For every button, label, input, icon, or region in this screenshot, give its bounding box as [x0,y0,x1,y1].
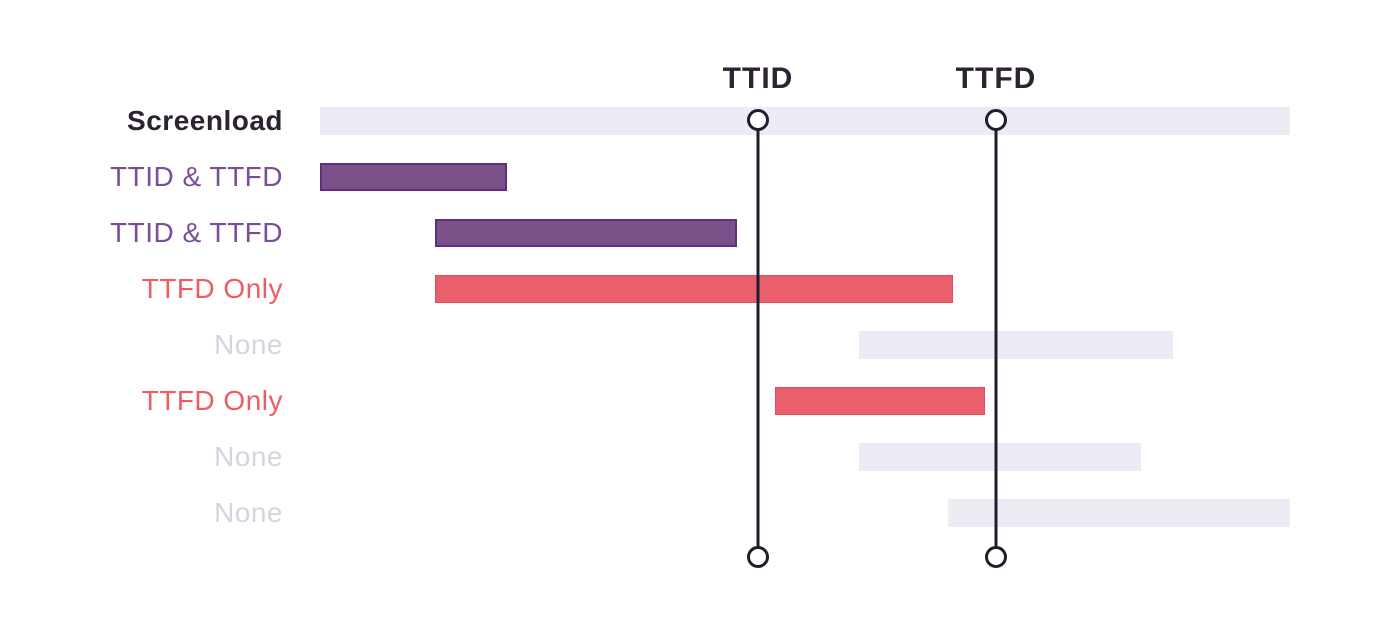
ttfd-marker-bottom-circle [985,546,1007,568]
ttid-marker-line [756,120,760,557]
span-bar-7-track [948,499,1290,527]
ttfd-marker-top-circle [985,109,1007,131]
row-label-7-none: None [214,497,283,528]
span-bar-2-purple [435,219,737,247]
span-bar-4-track [859,331,1173,359]
span-bar-5-red [775,387,985,415]
span-bar-6-track [859,443,1141,471]
span-bar-3-red [435,275,953,303]
row-label-4-none: None [214,329,283,360]
ttid-marker-top-circle [747,109,769,131]
ttfd-marker-line [994,120,998,557]
ttfd-marker-label: TTFD [955,62,1037,95]
row-label-5-red: TTFD Only [141,385,283,416]
ttid-marker-label: TTID [722,62,794,95]
row-label-2-purple: TTID & TTFD [110,217,283,248]
row-label-6-none: None [214,441,283,472]
row-label-3-red: TTFD Only [141,273,283,304]
span-bar-1-purple [320,163,507,191]
span-bar-0-track [320,107,1290,135]
ttid-marker-bottom-circle [747,546,769,568]
row-label-0-screenload: Screenload [127,105,283,136]
row-label-1-purple: TTID & TTFD [110,161,283,192]
